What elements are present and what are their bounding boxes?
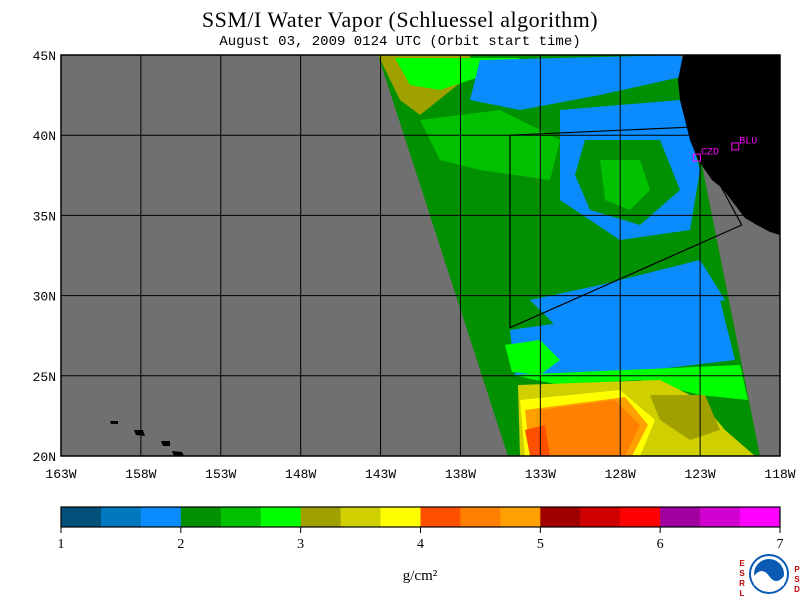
lat-tick-label: 35N: [33, 209, 56, 224]
swath-band-midgreen: [420, 110, 560, 180]
colorbar-units: g/cm²: [403, 568, 438, 584]
map-title: SSM/I Water Vapor (Schluessel algorithm): [201, 7, 599, 32]
lat-tick-label: 30N: [33, 290, 56, 305]
lon-tick-label: 153W: [205, 467, 236, 482]
colorbar-swatch: [260, 507, 301, 527]
swath-band-blue-north: [470, 55, 690, 110]
swath-band-orange: [540, 400, 640, 456]
colorbar-swatch: [620, 507, 661, 527]
logo-letter: L: [740, 589, 745, 598]
longitude-tick-labels: 163W 158W 153W 148W 143W 138W 133W 128W 123W 118W: [45, 467, 795, 482]
colorbar-swatch: [420, 507, 461, 527]
logo-letter: R: [739, 579, 745, 588]
lon-tick-label: 123W: [685, 467, 716, 482]
logo-letter: E: [739, 559, 745, 568]
colorbar-swatch: [100, 507, 142, 527]
lon-tick-label: 163W: [45, 467, 76, 482]
lat-tick-label: 25N: [33, 370, 56, 385]
lon-tick-label: 128W: [605, 467, 636, 482]
colorbar-tick-label: 2: [177, 537, 184, 552]
hawaii-oahu: [134, 430, 145, 436]
land-mass: [110, 55, 780, 456]
hawaii-big-island: [172, 451, 184, 456]
logo-letter: S: [794, 575, 800, 584]
colorbar-swatch: [220, 507, 262, 527]
station-marker: [731, 142, 740, 151]
colorbar-swatch: [460, 507, 501, 527]
lat-lon-grid: [61, 55, 780, 456]
hawaii-maui: [161, 441, 170, 446]
colorbar-tick-label: 7: [777, 537, 784, 552]
colorbar-swatch: [380, 507, 421, 527]
colorbar-labels: 1 2 3 4 5 6 7: [58, 527, 784, 552]
lon-tick-label: 133W: [525, 467, 556, 482]
lon-tick-label: 148W: [285, 467, 316, 482]
swath-band-green-eddy-core: [600, 160, 650, 210]
station-label: BLU: [739, 136, 757, 147]
colorbar-swatch: [540, 507, 581, 527]
colorbar-swatch: [340, 507, 381, 527]
colorbar-swatch: [180, 507, 222, 527]
station-markers: CZD BLU: [692, 136, 757, 162]
north-america-coast: [678, 55, 780, 235]
lon-tick-label: 138W: [445, 467, 476, 482]
lon-tick-label: 143W: [365, 467, 396, 482]
hawaii-kauai: [110, 421, 118, 424]
colorbar-swatch: [580, 507, 621, 527]
lon-tick-label: 118W: [764, 467, 795, 482]
swath-band-blue-lower: [510, 300, 735, 375]
map-subtitle: August 03, 2009 0124 UTC (Orbit start ti…: [219, 34, 581, 50]
station-label: CZD: [701, 148, 719, 159]
colorbar-tick-label: 5: [537, 537, 544, 552]
colorbar-swatch: [140, 507, 182, 527]
swath-band-olive-south: [650, 395, 720, 440]
swath-band-blue-south: [530, 260, 725, 330]
colorbar-swatch: [300, 507, 341, 527]
noaa-logo-gull: [754, 571, 784, 590]
station-marker: [692, 153, 701, 162]
swath-band-lightgreen-south: [512, 365, 748, 400]
map-frame: [60, 54, 781, 457]
lat-tick-label: 45N: [33, 49, 56, 64]
lat-tick-label: 40N: [33, 129, 56, 144]
logo-letter: P: [794, 565, 800, 574]
region-outline: [509, 126, 743, 329]
colorbar-tick-label: 1: [58, 537, 65, 552]
colorbar: [60, 506, 781, 528]
lon-tick-label: 158W: [125, 467, 156, 482]
colorbar-tick-label: 6: [657, 537, 664, 552]
colorbar-swatch: [700, 507, 741, 527]
colorbar-tick-label: 3: [297, 537, 304, 552]
swath-band-lightgreen-mid: [505, 340, 560, 375]
latitude-tick-labels: 45N 40N 35N 30N 25N 20N: [33, 49, 56, 465]
colorbar-tick-label: 4: [417, 537, 424, 552]
colorbar-swatch: [61, 507, 102, 527]
swath-band-red-orange: [525, 425, 550, 456]
logo-letter: S: [739, 569, 745, 578]
colorbar-swatch: [740, 507, 781, 527]
logo-letter: D: [794, 585, 800, 594]
colorbar-swatch: [660, 507, 701, 527]
colorbar-swatch: [500, 507, 541, 527]
lat-tick-label: 20N: [33, 450, 56, 465]
